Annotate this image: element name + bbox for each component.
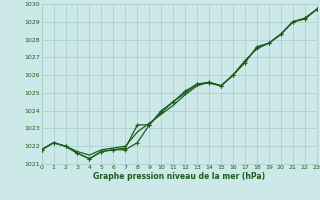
X-axis label: Graphe pression niveau de la mer (hPa): Graphe pression niveau de la mer (hPa) [93, 172, 265, 181]
